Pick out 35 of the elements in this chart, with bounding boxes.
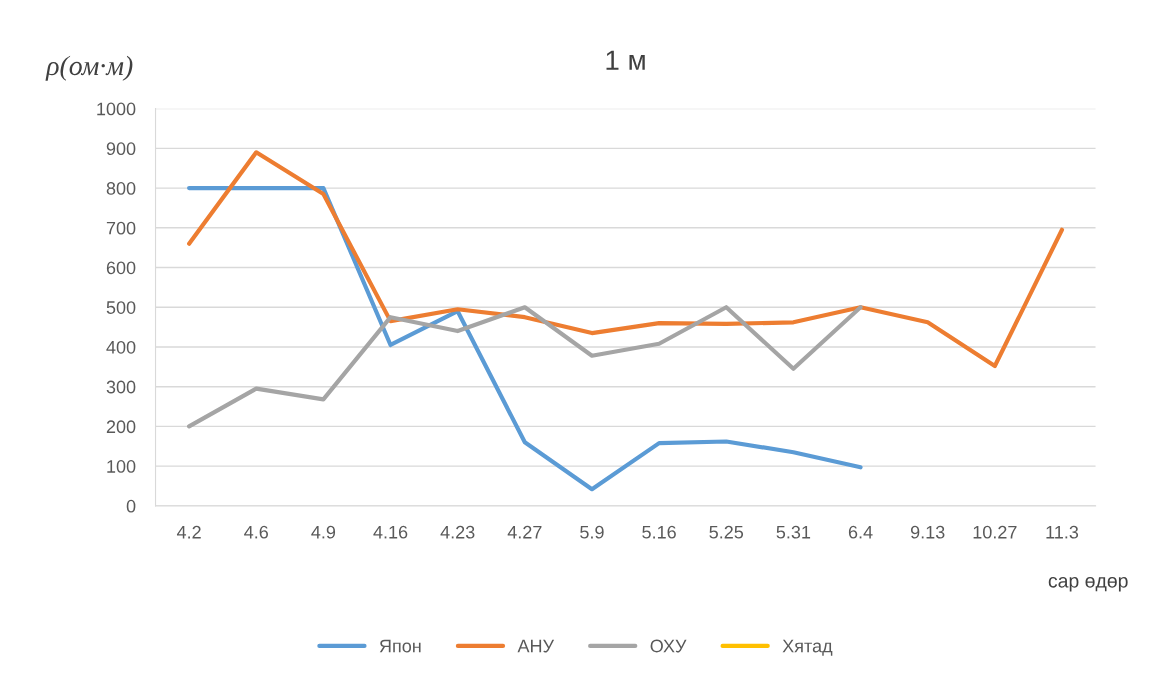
x-tick-label: 9.13 [910, 525, 945, 539]
chart-title: 1 м [606, 50, 645, 70]
y-tick-label: 0 [126, 499, 136, 513]
x-tick-label: 5.9 [580, 525, 604, 539]
legend-label: АНУ [517, 639, 555, 653]
line-series [187, 305, 863, 429]
y-tick-label: 600 [106, 261, 136, 275]
legend-label: Хятад [782, 639, 833, 656]
y-tick-label: 400 [106, 340, 136, 354]
y-tick-label: 800 [106, 182, 136, 195]
x-tick-label: 4.27 [507, 525, 542, 539]
line-series [187, 185, 863, 492]
x-tick-label: 4.23 [440, 525, 475, 539]
y-tick-label: 100 [107, 460, 136, 473]
y-axis-title: ρ(ом·м) [45, 55, 133, 81]
x-tick-label: 10.27 [973, 525, 1017, 539]
x-tick-label: 5.25 [709, 525, 744, 539]
x-tick-label: 6.4 [848, 525, 873, 539]
x-tick-label: 4.9 [311, 525, 336, 539]
y-tick-label: 1000 [97, 102, 136, 116]
x-tick-label: 5.16 [642, 525, 676, 539]
y-tick-label: 500 [106, 301, 136, 314]
legend-label: ОХУ [650, 639, 687, 653]
x-axis-title: сар өдөр [1048, 577, 1128, 592]
x-tick-label: 11.3 [1046, 525, 1079, 539]
x-tick-label: 4.2 [176, 525, 201, 539]
legend-label: Япон [379, 639, 421, 653]
line-series [187, 150, 1065, 369]
x-tick-label: 5.31 [776, 525, 811, 539]
x-tick-label: 4.16 [373, 525, 408, 539]
x-tick-label: 4.6 [244, 525, 268, 539]
y-tick-label: 200 [106, 420, 136, 434]
y-tick-label: 300 [106, 380, 136, 394]
y-tick-label: 700 [106, 221, 136, 235]
y-tick-label: 900 [106, 142, 136, 156]
